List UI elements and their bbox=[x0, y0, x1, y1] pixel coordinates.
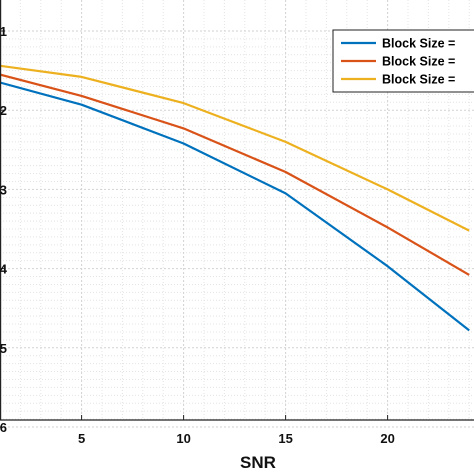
y-tick-label: 3 bbox=[0, 182, 7, 197]
x-tick-label: 10 bbox=[176, 431, 190, 446]
x-tick-label: 15 bbox=[278, 431, 292, 446]
series-layer bbox=[0, 64, 470, 332]
y-tick-label: 6 bbox=[0, 420, 7, 435]
y-tick-label: 2 bbox=[0, 103, 7, 118]
x-tick-label: 5 bbox=[78, 431, 85, 446]
series-line-2 bbox=[0, 73, 470, 276]
legend: Block Size = Block Size = Block Size = bbox=[332, 29, 474, 93]
y-tick-label: 1 bbox=[0, 24, 7, 39]
legend-label-1: Block Size = bbox=[382, 37, 455, 51]
y-tick-label: 4 bbox=[0, 262, 8, 277]
tick-labels: 5 10 15 20 1 2 3 4 5 6 bbox=[0, 24, 395, 446]
x-axis-label: SNR bbox=[240, 453, 276, 472]
legend-label-3: Block Size = bbox=[382, 73, 455, 87]
x-tick-label: 20 bbox=[380, 431, 394, 446]
legend-label-2: Block Size = bbox=[382, 55, 455, 69]
y-tick-label: 5 bbox=[0, 341, 7, 356]
axes bbox=[0, 0, 474, 428]
series-line-3 bbox=[0, 64, 470, 232]
series-line-1 bbox=[0, 81, 470, 332]
